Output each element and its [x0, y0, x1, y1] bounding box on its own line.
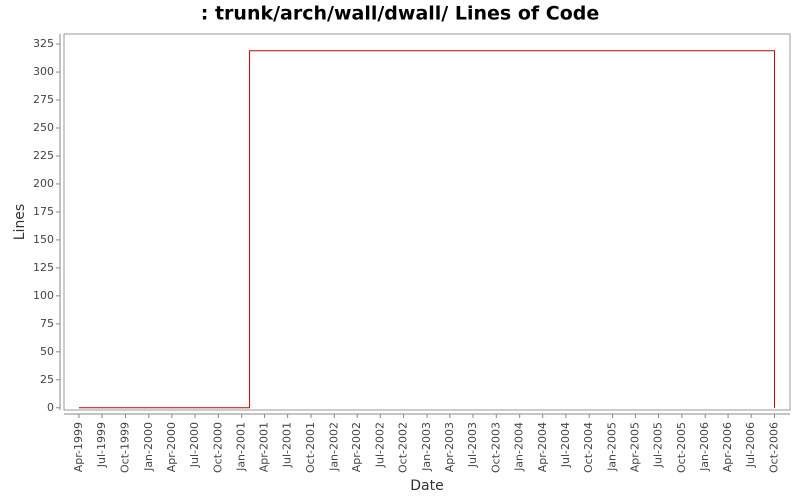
x-tick-label: Oct-2004	[582, 422, 595, 473]
y-tick-label: 75	[40, 317, 54, 330]
y-tick-label: 300	[33, 65, 54, 78]
x-tick-label: Oct-2002	[397, 422, 410, 473]
x-tick-label: Oct-2001	[304, 422, 317, 473]
y-tick-label: 175	[33, 205, 54, 218]
y-tick-label: 100	[33, 289, 54, 302]
x-tick-label: Oct-2000	[211, 422, 224, 473]
y-tick-label: 25	[40, 373, 54, 386]
x-tick-label: Jul-2002	[373, 422, 386, 468]
x-tick-label: Jul-2004	[559, 422, 572, 468]
y-tick-label: 50	[40, 345, 54, 358]
y-tick-label: 0	[47, 401, 54, 414]
x-tick-label: Jul-2005	[652, 422, 665, 468]
x-tick-label: Jan-2005	[606, 422, 619, 472]
y-tick-label: 125	[33, 261, 54, 274]
chart-title: : trunk/arch/wall/dwall/ Lines of Code	[201, 3, 599, 25]
x-tick-label: Jan-2001	[235, 422, 248, 472]
plot-frame	[63, 33, 791, 411]
y-axis-label: Lines	[12, 204, 28, 240]
y-tick-label: 150	[33, 233, 54, 246]
x-tick-label: Apr-2003	[443, 422, 456, 472]
x-tick-label: Jan-2000	[142, 422, 155, 472]
data-line	[78, 50, 776, 409]
x-tick-label: Apr-2001	[258, 422, 271, 472]
x-tick-label: Jan-2003	[420, 422, 433, 472]
y-tick-label: 200	[33, 177, 54, 190]
x-tick-label: Jan-2006	[698, 422, 711, 472]
x-tick-label: Apr-2005	[628, 422, 641, 472]
x-tick-label: Apr-2006	[721, 422, 734, 472]
x-tick-label: Jan-2004	[513, 422, 526, 472]
x-tick-label: Jul-1999	[95, 422, 108, 468]
x-tick-label: Jul-2003	[466, 422, 479, 468]
x-tick-label: Jul-2001	[281, 422, 294, 468]
x-tick-label: Apr-1999	[72, 422, 85, 472]
x-tick-label: Apr-2000	[165, 422, 178, 472]
x-axis-label: Date	[410, 478, 443, 494]
x-tick-label: Oct-2003	[489, 422, 502, 473]
x-tick-label: Oct-1999	[118, 422, 131, 473]
y-tick-label: 225	[33, 149, 54, 162]
x-tick-label: Apr-2004	[536, 422, 549, 472]
x-tick-label: Jan-2002	[327, 422, 340, 472]
y-tick-label: 250	[33, 121, 54, 134]
x-tick-label: Jul-2006	[744, 422, 757, 468]
x-tick-label: Apr-2002	[350, 422, 363, 472]
x-tick-label: Oct-2006	[768, 422, 781, 473]
y-tick-label: 275	[33, 93, 54, 106]
x-tick-label: Oct-2005	[675, 422, 688, 473]
x-tick-label: Jul-2000	[188, 422, 201, 468]
y-tick-label: 325	[33, 37, 54, 50]
